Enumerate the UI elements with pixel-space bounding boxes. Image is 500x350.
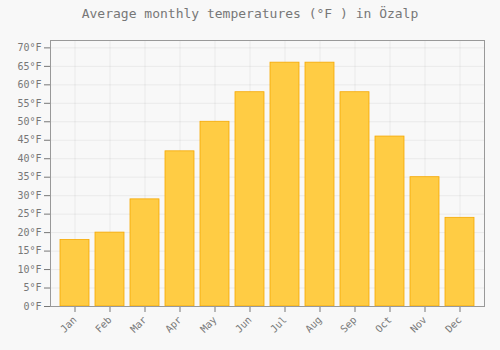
svg-text:30°F: 30°F	[17, 190, 41, 201]
svg-text:Jun: Jun	[233, 314, 254, 335]
svg-text:Jul: Jul	[268, 314, 289, 335]
svg-text:35°F: 35°F	[17, 171, 41, 182]
svg-text:Jan: Jan	[58, 314, 79, 335]
svg-text:15°F: 15°F	[17, 245, 41, 256]
svg-text:70°F: 70°F	[17, 42, 41, 53]
svg-text:65°F: 65°F	[17, 61, 41, 72]
svg-text:Mar: Mar	[128, 314, 149, 335]
svg-text:Apr: Apr	[163, 314, 184, 335]
svg-text:25°F: 25°F	[17, 208, 41, 219]
svg-text:60°F: 60°F	[17, 79, 41, 90]
svg-text:40°F: 40°F	[17, 153, 41, 164]
svg-text:10°F: 10°F	[17, 264, 41, 275]
svg-text:0°F: 0°F	[23, 301, 41, 312]
svg-text:55°F: 55°F	[17, 98, 41, 109]
svg-text:Sep: Sep	[338, 314, 359, 335]
svg-text:50°F: 50°F	[17, 116, 41, 127]
svg-text:5°F: 5°F	[23, 282, 41, 293]
svg-text:Feb: Feb	[93, 314, 114, 335]
svg-text:Dec: Dec	[443, 314, 464, 335]
svg-text:May: May	[198, 314, 219, 335]
svg-text:Aug: Aug	[303, 314, 324, 335]
svg-text:Nov: Nov	[408, 314, 429, 335]
svg-text:45°F: 45°F	[17, 134, 41, 145]
html-text:Average monthly temperatures (: Average monthly temperatures (°F ) in Öz…	[81, 6, 419, 21]
svg-text:20°F: 20°F	[17, 227, 41, 238]
svg-text:Oct: Oct	[373, 314, 394, 335]
